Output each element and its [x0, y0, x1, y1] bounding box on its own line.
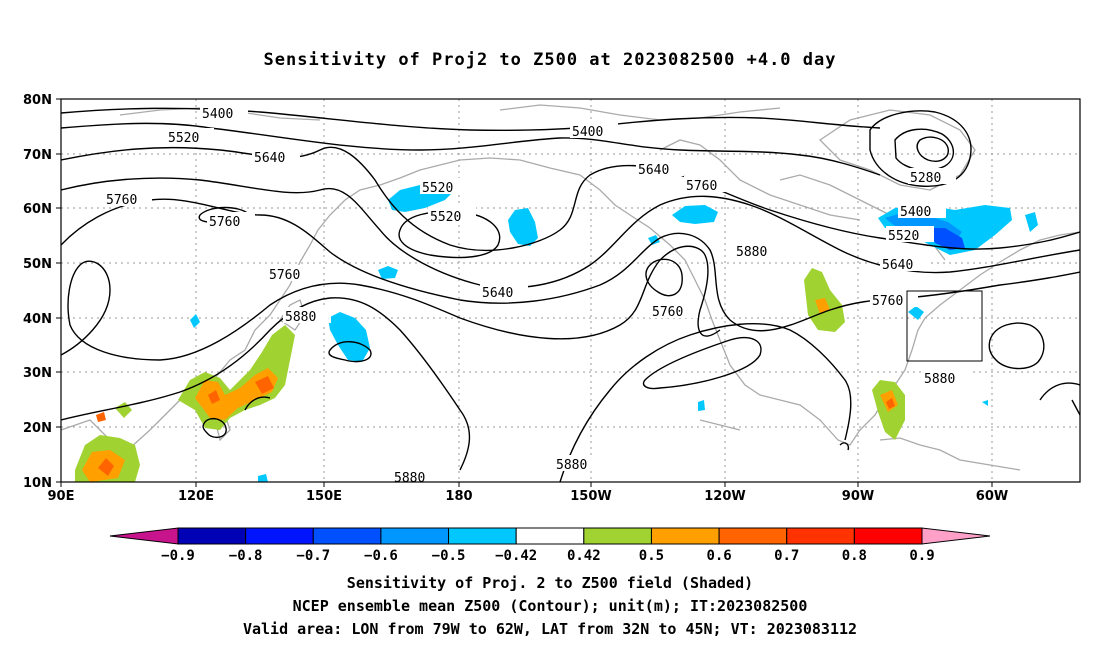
colorbar-label: 0.5 — [639, 548, 664, 564]
lat-label: 60N — [23, 202, 52, 217]
valid-area-box — [906, 290, 983, 362]
lon-label: 60W — [976, 489, 1008, 504]
colorbar-label: 0.7 — [774, 548, 799, 564]
colorbar-cell — [448, 527, 517, 545]
axis-ticks — [56, 98, 993, 487]
lon-label: 150E — [306, 489, 342, 504]
contour-label: 5760 — [209, 215, 240, 230]
colorbar-cell — [380, 527, 450, 545]
contour-label: 5880 — [394, 471, 425, 486]
contour-label: 5640 — [882, 258, 913, 273]
contour-label: 5640 — [254, 151, 285, 166]
contour-label: 5760 — [686, 179, 717, 194]
colorbar-label: 0.8 — [842, 548, 867, 564]
contour-label: 5880 — [736, 245, 767, 260]
colorbar-cell — [177, 527, 247, 545]
contour-label: 5400 — [900, 205, 931, 220]
colorbar-cell — [245, 527, 314, 545]
lon-label: 120E — [178, 489, 214, 504]
lat-label: 30N — [23, 366, 52, 381]
colorbar: −0.9 −0.8 −0.7 −0.6 −0.5 −0.42 0.42 0.5 0.6 0.7 0.… — [109, 527, 991, 564]
contour-label: 5760 — [269, 268, 300, 283]
lon-label: 90E — [48, 489, 75, 504]
lon-label: 90W — [842, 489, 874, 504]
colorbar-label: −0.5 — [432, 548, 466, 564]
lat-label: 70N — [23, 148, 52, 163]
lon-label: 150W — [570, 489, 611, 504]
colorbar-low-triangle — [109, 527, 179, 545]
contour-label: 5880 — [924, 372, 955, 387]
contour-label: 5760 — [872, 294, 903, 309]
contour-label: 5520 — [888, 229, 919, 244]
colorbar-label: −0.6 — [364, 548, 398, 564]
contour-label: 5400 — [572, 125, 603, 140]
colorbar-label: −0.42 — [495, 548, 537, 564]
colorbar-cell — [650, 527, 720, 545]
colorbar-cell — [786, 527, 855, 545]
lat-label: 50N — [23, 257, 52, 272]
contour-label: 5520 — [430, 210, 461, 225]
colorbar-label: 0.9 — [909, 548, 934, 564]
colorbar-label: 0.6 — [706, 548, 731, 564]
colorbar-label: −0.7 — [296, 548, 330, 564]
latitude-labels: 80N 70N 60N 50N 40N 30N 20N 10N — [23, 93, 52, 491]
contour-label-group: 5400 5400 5520 5520 5520 5640 5640 5640 … — [104, 104, 970, 486]
colorbar-cell — [583, 527, 652, 545]
contour-label: 5760 — [652, 305, 683, 320]
lon-label: 180 — [445, 489, 472, 504]
caption-line-1: Sensitivity of Proj. 2 to Z500 field (Sh… — [346, 574, 754, 592]
contour-label: 5880 — [285, 310, 316, 325]
lat-label: 80N — [23, 93, 52, 108]
contour-label: 5520 — [422, 181, 453, 196]
contour-label: 5280 — [910, 171, 941, 186]
colorbar-cell — [718, 527, 788, 545]
lat-label: 40N — [23, 312, 52, 327]
contour-label: 5640 — [482, 286, 513, 301]
contour-label: 5880 — [556, 458, 587, 473]
colorbar-label: −0.8 — [229, 548, 263, 564]
caption-line-2: NCEP ensemble mean Z500 (Contour); unit(… — [292, 597, 808, 615]
colorbar-high-triangle — [921, 527, 991, 545]
colorbar-cell — [515, 527, 585, 545]
map-title: Sensitivity of Proj2 to Z500 at 20230825… — [263, 50, 837, 70]
contour-label: 5640 — [638, 163, 669, 178]
longitude-labels: 90E 120E 150E 180 150W 120W 90W 60W — [48, 489, 1009, 504]
lon-label: 120W — [704, 489, 745, 504]
map-frame — [60, 98, 1081, 483]
colorbar-cell — [853, 527, 923, 545]
colorbar-cell — [312, 527, 382, 545]
contour-label: 5400 — [202, 107, 233, 122]
contour-label: 5520 — [168, 131, 199, 146]
caption-line-3: Valid area: LON from 79W to 62W, LAT fro… — [242, 620, 858, 638]
colorbar-label: 0.42 — [567, 548, 601, 564]
colorbar-label: −0.9 — [161, 548, 195, 564]
lat-label: 10N — [23, 476, 52, 491]
contour-label: 5760 — [106, 193, 137, 208]
lat-label: 20N — [23, 421, 52, 436]
